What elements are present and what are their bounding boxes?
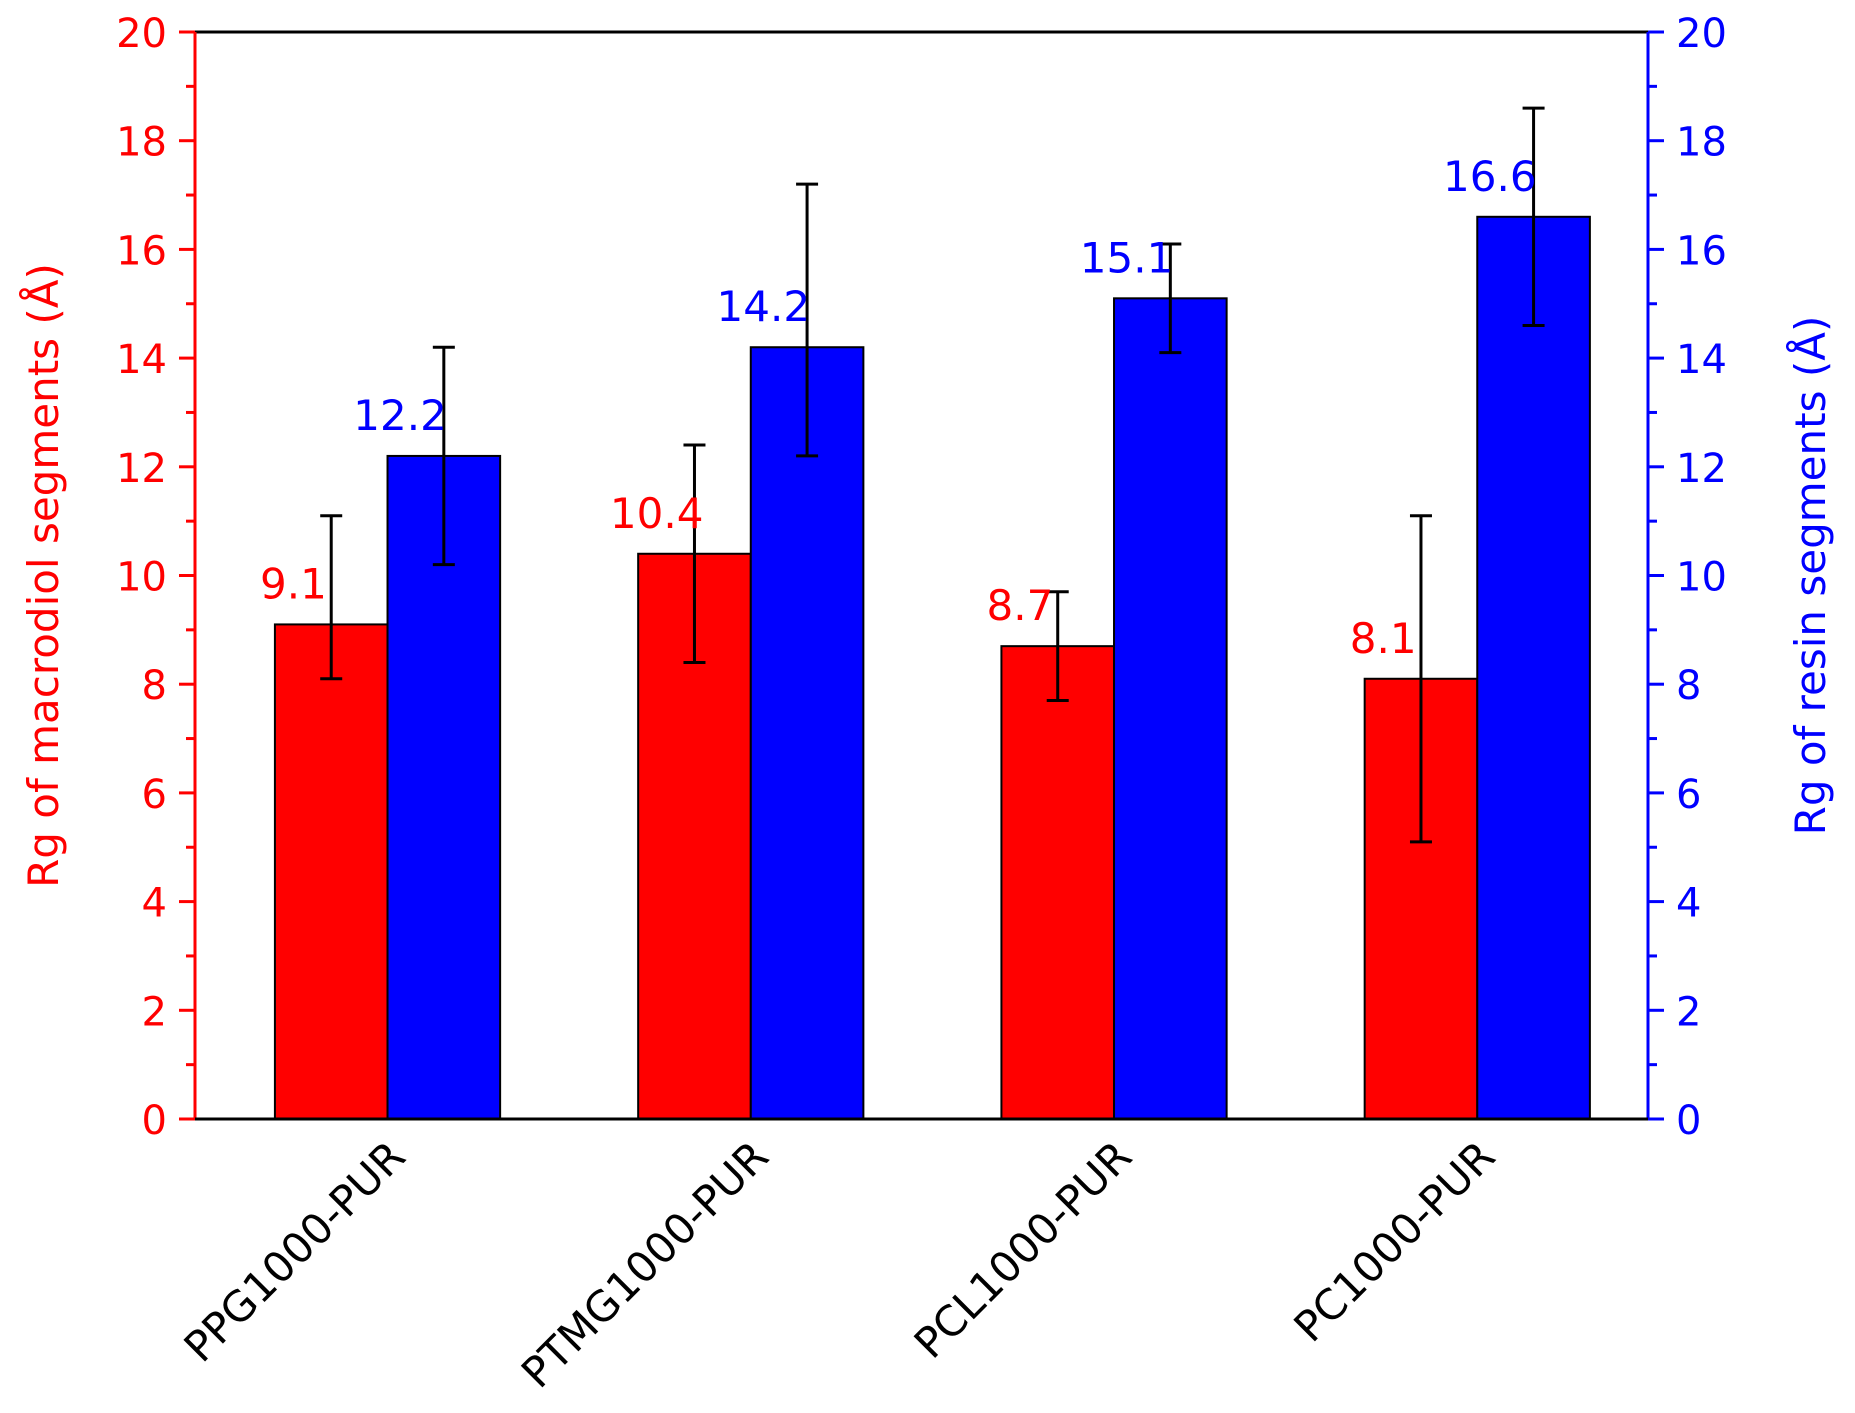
- resin-value-label: 15.1: [1080, 233, 1174, 282]
- right-tick-label: 14: [1676, 337, 1727, 383]
- right-tick-label: 6: [1676, 772, 1701, 818]
- left-tick-label: 4: [142, 881, 167, 927]
- resin-bar: [1113, 297, 1228, 1120]
- right-tick-label: 20: [1676, 11, 1727, 57]
- left-tick-label: 10: [116, 555, 167, 601]
- right-tick-label: 8: [1676, 663, 1701, 709]
- right-tick-label: 0: [1676, 1098, 1701, 1144]
- resin-value-label: 14.2: [717, 282, 811, 331]
- left-tick-label: 0: [142, 1098, 167, 1144]
- right-tick-label: 2: [1676, 989, 1701, 1035]
- macrodiol-bar: [273, 623, 389, 1120]
- macrodiol-value-label: 8.7: [987, 581, 1054, 630]
- left-tick-label: 18: [116, 120, 167, 166]
- left-tick-label: 12: [116, 446, 167, 492]
- left-axis-title: Rg of macrodiol segments (Å): [18, 263, 68, 888]
- x-category-label: PCL1000-PUR: [905, 1131, 1141, 1367]
- left-tick-label: 2: [142, 989, 167, 1035]
- macrodiol-value-label: 8.1: [1350, 614, 1417, 663]
- resin-bar: [386, 454, 502, 1120]
- left-tick-label: 16: [116, 228, 167, 274]
- x-category-label: PTMG1000-PUR: [512, 1131, 778, 1397]
- left-tick-label: 14: [116, 337, 167, 383]
- left-tick-label: 6: [142, 772, 167, 818]
- macrodiol-bar: [1000, 645, 1116, 1121]
- error-bars-layer: [320, 106, 1545, 844]
- x-category-label: PC1000-PUR: [1284, 1131, 1504, 1351]
- right-tick-label: 4: [1676, 881, 1701, 927]
- x-category-label: PPG1000-PUR: [175, 1131, 415, 1371]
- resin-value-label: 12.2: [353, 391, 447, 440]
- resin-value-label: 16.6: [1443, 152, 1537, 201]
- right-tick-label: 16: [1676, 228, 1727, 274]
- right-tick-label: 12: [1676, 446, 1727, 492]
- macrodiol-value-label: 10.4: [610, 489, 704, 538]
- right-tick-label: 18: [1676, 120, 1727, 166]
- left-tick-label: 8: [142, 663, 167, 709]
- bars-layer: [273, 215, 1591, 1121]
- data-labels-layer: 9.1 12.2 10.4 14.2 8.7 15.1 8.1 16.6: [260, 152, 1537, 663]
- resin-bar: [749, 346, 865, 1121]
- right-axis-title: Rg of resin segments (Å): [1785, 316, 1835, 836]
- resin-bar: [1476, 215, 1591, 1121]
- left-tick-label: 20: [116, 11, 167, 57]
- macrodiol-value-label: 9.1: [260, 559, 327, 608]
- right-tick-label: 10: [1676, 555, 1727, 601]
